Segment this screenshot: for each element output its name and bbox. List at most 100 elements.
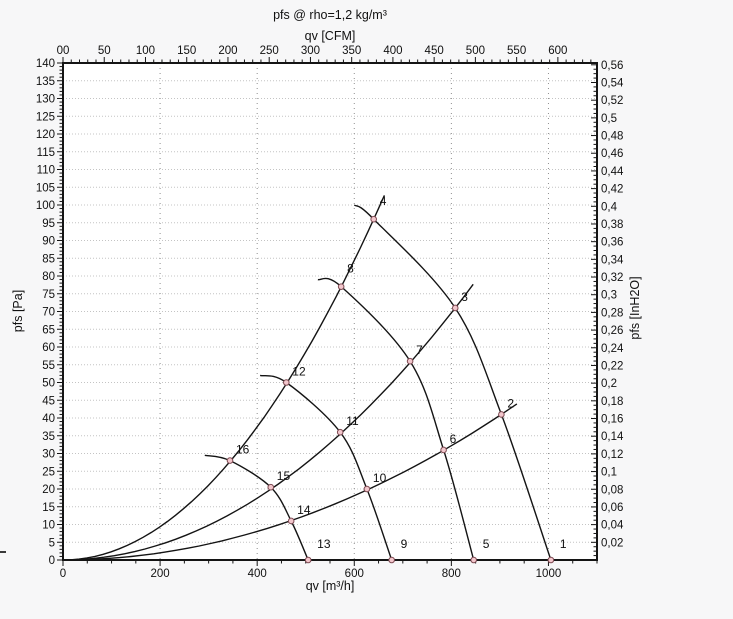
operating-point-marker[interactable] [283, 379, 290, 386]
operating-point-label: 8 [347, 262, 354, 276]
right-tick-label: 0,26 [601, 325, 623, 337]
operating-point-marker[interactable] [267, 483, 275, 491]
right-tick-label: 0,42 [601, 184, 623, 196]
left-tick-label: 40 [42, 413, 55, 425]
chart-title: pfs @ rho=1,2 kg/m³ [273, 8, 387, 22]
left-tick-label: 15 [42, 502, 55, 514]
right-tick-label: 0,22 [601, 360, 623, 372]
operating-point-marker[interactable] [370, 215, 377, 223]
bottom-axis-label: qv [m³/h] [306, 579, 355, 593]
operating-point-marker[interactable] [470, 556, 477, 564]
right-tick-label: 0,3 [601, 290, 617, 302]
bottom-tick-label: 1000 [536, 568, 562, 580]
right-tick-label: 0,46 [601, 148, 623, 160]
operating-point-marker[interactable] [363, 485, 371, 493]
bottom-tick-label: 400 [248, 568, 267, 580]
right-tick-label: 0,18 [601, 396, 623, 408]
stray-mark [0, 551, 6, 553]
left-tick-label: 70 [42, 307, 55, 319]
right-tick-label: 0,2 [601, 378, 617, 390]
right-tick-label: 0,4 [601, 201, 618, 213]
left-tick-label: 90 [42, 236, 55, 248]
operating-point-marker[interactable] [498, 411, 505, 418]
left-tick-label: 55 [42, 360, 55, 372]
right-tick-label: 0,14 [601, 431, 624, 443]
operating-point-label: 12 [292, 365, 306, 379]
right-tick-label: 0,08 [601, 484, 623, 496]
top-tick-label: 400 [383, 45, 402, 57]
right-tick-label: 0,28 [601, 307, 623, 319]
operating-point-label: 1 [560, 537, 567, 551]
operating-point-label: 7 [416, 343, 423, 357]
operating-point-label: 6 [450, 432, 457, 446]
operating-point-marker[interactable] [336, 428, 344, 436]
operating-point-marker[interactable] [287, 517, 295, 525]
operating-point-label: 15 [277, 469, 291, 483]
left-tick-label: 95 [42, 218, 55, 230]
top-tick-label: 450 [425, 45, 444, 57]
operating-point-marker[interactable] [451, 304, 459, 312]
top-tick-label: 350 [342, 45, 361, 57]
operating-point-marker[interactable] [440, 446, 447, 454]
top-tick-label: 500 [466, 45, 485, 57]
left-tick-label: 120 [36, 129, 55, 141]
operating-point-marker[interactable] [226, 457, 234, 464]
left-tick-label: 80 [42, 271, 55, 283]
right-tick-label: 0,54 [601, 77, 624, 89]
left-tick-label: 110 [37, 165, 55, 177]
operating-point-label: 5 [483, 537, 490, 551]
left-tick-label: 75 [42, 289, 55, 301]
right-tick-label: 0,02 [601, 537, 623, 549]
top-axis-label: qv [CFM] [305, 29, 356, 43]
right-tick-label: 0,56 [601, 60, 623, 72]
left-tick-label: 60 [42, 342, 55, 354]
operating-point-marker[interactable] [406, 357, 414, 365]
right-tick-label: 0,04 [601, 520, 624, 532]
left-tick-label: 140 [36, 58, 55, 70]
left-tick-label: 105 [36, 182, 55, 194]
left-tick-label: 5 [49, 537, 55, 549]
left-tick-label: 30 [42, 449, 55, 461]
left-tick-label: 10 [42, 520, 55, 532]
top-tick-label: 50 [98, 45, 111, 57]
bottom-tick-label: 200 [150, 568, 169, 580]
left-tick-label: 65 [42, 324, 55, 336]
left-tick-label: 50 [42, 378, 55, 390]
right-tick-label: 0,12 [601, 449, 623, 461]
top-tick-label: 100 [136, 45, 155, 57]
bottom-tick-label: 800 [442, 568, 461, 580]
left-axis-label: pfs [Pa] [11, 290, 25, 332]
operating-point-label: 14 [297, 503, 311, 517]
left-tick-label: 20 [42, 484, 55, 496]
operating-point-label: 4 [380, 194, 387, 208]
operating-point-label: 9 [401, 537, 408, 551]
top-tick-label: 00 [57, 45, 70, 57]
operating-point-label: 3 [461, 290, 468, 304]
left-tick-label: 0 [49, 555, 55, 567]
bottom-tick-label: 0 [60, 568, 66, 580]
left-tick-label: 45 [42, 395, 55, 407]
left-tick-label: 100 [36, 200, 55, 212]
operating-point-marker[interactable] [337, 283, 345, 290]
operating-point-marker[interactable] [547, 556, 555, 564]
operating-point-marker[interactable] [304, 556, 312, 564]
operating-point-label: 2 [507, 396, 514, 410]
right-tick-label: 0,34 [601, 254, 624, 266]
operating-point-label: 11 [346, 414, 359, 428]
operating-point-marker[interactable] [388, 556, 395, 564]
axis-tick-labels: 1401351301251201151101051009590858075706… [36, 45, 624, 580]
top-tick-label: 200 [218, 45, 237, 57]
left-tick-label: 85 [42, 253, 55, 265]
top-tick-label: 300 [301, 45, 320, 57]
right-tick-label: 0,06 [601, 502, 623, 514]
right-tick-label: 0,32 [601, 272, 623, 284]
left-tick-label: 125 [36, 111, 55, 123]
top-tick-label: 550 [507, 45, 526, 57]
top-tick-label: 600 [548, 45, 567, 57]
left-tick-label: 115 [37, 147, 55, 159]
right-tick-label: 0,52 [601, 95, 623, 107]
top-tick-label: 250 [260, 45, 279, 57]
